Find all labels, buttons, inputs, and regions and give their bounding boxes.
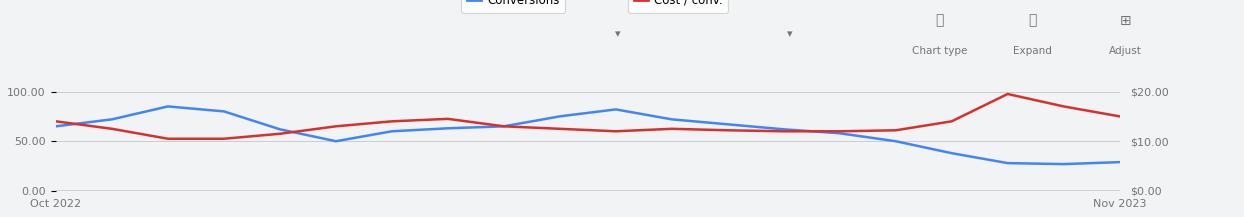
Text: ▾: ▾ [787,29,792,39]
Text: ⟋: ⟋ [935,14,943,28]
Text: Chart type: Chart type [912,46,967,56]
Text: Adjust: Adjust [1110,46,1142,56]
Text: Expand: Expand [1013,46,1052,56]
Text: ⊞: ⊞ [1120,14,1132,28]
Text: ⛶: ⛶ [1029,14,1036,28]
Legend: Cost / conv.: Cost / conv. [628,0,729,13]
Text: ▾: ▾ [616,29,621,39]
